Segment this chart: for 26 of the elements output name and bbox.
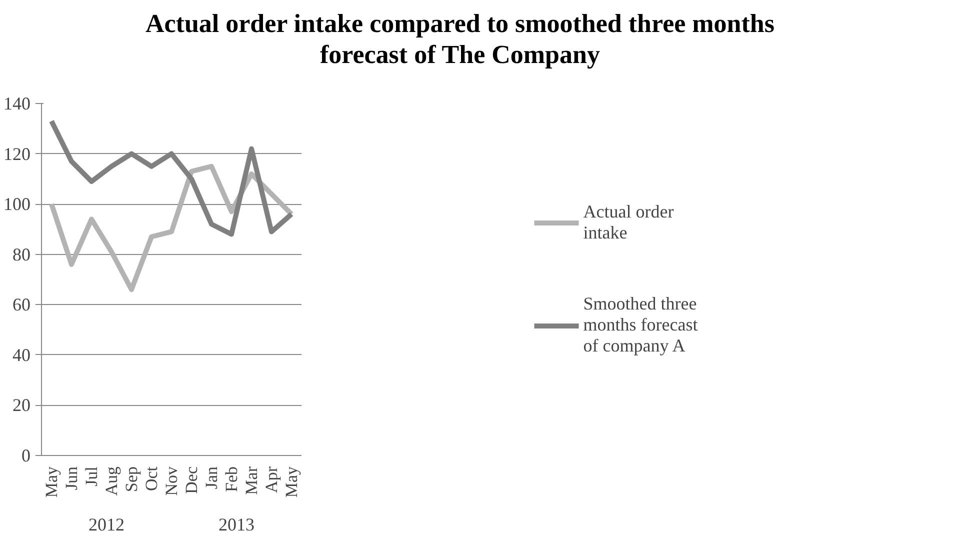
y-tick-label: 80 bbox=[12, 244, 30, 264]
text: Actual order intake compared to smoothed three months forecast of The Company bbox=[144, 8, 776, 70]
y-tick-label: 140 bbox=[4, 94, 30, 114]
x-tick-label: Jun bbox=[62, 466, 81, 490]
y-tick-label: 60 bbox=[12, 294, 30, 315]
x-tick-label: Feb bbox=[222, 466, 241, 492]
text: 2012 bbox=[88, 514, 124, 534]
legend-label: Actual order intake bbox=[583, 202, 674, 244]
x-tick-label: Aug bbox=[102, 466, 121, 496]
y-tick-label: 20 bbox=[12, 395, 30, 416]
x-tick-label: Oct bbox=[142, 466, 161, 492]
text: 2013 bbox=[218, 514, 254, 534]
x-tick-label: Mar bbox=[242, 466, 261, 495]
x-tick-label: Sep bbox=[122, 466, 141, 492]
y-tick-label: 0 bbox=[22, 446, 30, 466]
x-tick-label: May bbox=[42, 466, 61, 498]
y-tick-label: 40 bbox=[12, 344, 30, 365]
x-tick-label: Apr bbox=[262, 466, 281, 493]
legend-label: Smoothed three months forecast of company A bbox=[583, 294, 698, 356]
x-tick-label: May bbox=[282, 466, 301, 498]
x-tick-label: Nov bbox=[162, 466, 181, 496]
y-tick-label: 120 bbox=[4, 144, 30, 164]
x-tick-label: Dec bbox=[182, 466, 201, 494]
x-tick-label: Jul bbox=[82, 466, 101, 486]
x-tick-label: Jan bbox=[202, 466, 221, 490]
y-tick-label: 100 bbox=[4, 194, 30, 214]
